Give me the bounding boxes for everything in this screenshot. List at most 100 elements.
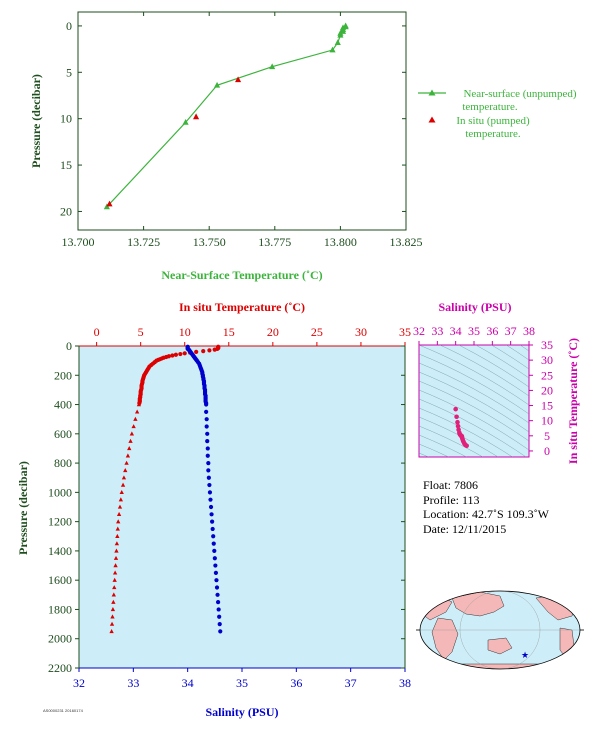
legend-label-in-situ-line1: In situ (pumped): [456, 115, 530, 127]
pressure-tick-label: 1000: [48, 485, 72, 499]
ts-contour: [419, 390, 529, 450]
ts-y-tick-label: 5: [544, 429, 550, 443]
salinity-point: [218, 629, 223, 634]
temperature-point: [115, 526, 120, 531]
salinity-point: [204, 409, 209, 414]
profile-date: Date: 12/11/2015: [423, 521, 507, 536]
temperature-point: [136, 402, 142, 407]
pressure-tick-label: 400: [54, 398, 72, 412]
temperature-point: [182, 351, 187, 356]
ts-point: [455, 419, 460, 425]
land-africa: [431, 617, 459, 661]
near-surface-y-tick-label: 0: [66, 19, 72, 33]
near-surface-y-label: Pressure (decibar): [29, 74, 43, 168]
salinity-point: [213, 563, 218, 568]
pressure-tick-label: 2200: [48, 661, 72, 675]
temperature-tick-label: 30: [355, 325, 367, 339]
ts-y-tick-label: 30: [541, 353, 553, 367]
salinity-tick-label: 33: [127, 676, 139, 690]
near-surface-point: [214, 81, 221, 88]
temperature-point: [112, 585, 117, 590]
legend-label-in-situ-line2: temperature.: [465, 128, 521, 140]
near-surface-x-label: Near-Surface Temperature (˚C): [161, 268, 322, 282]
temperature-point: [207, 348, 212, 353]
pressure-axis-ticks: 0 200 400 600 800 1000 1200 1400 1600 1800 2000 220…: [48, 339, 405, 675]
in-situ-point: [106, 200, 113, 207]
salinity-point: [205, 453, 210, 458]
temperature-point: [112, 577, 117, 582]
ts-temperature-axis-label: In situ Temperature (˚C): [566, 338, 580, 464]
salinity-tick-label: 32: [73, 676, 85, 690]
temperature-point: [113, 563, 118, 568]
legend-label-near-surface-line2: temperature.: [462, 101, 518, 113]
near-surface-point: [182, 118, 189, 125]
salinity-point: [206, 460, 211, 466]
ts-density-contours: [419, 291, 529, 531]
temperature-point: [123, 468, 128, 473]
in-situ-point: [193, 113, 200, 120]
salinity-point: [205, 431, 210, 436]
ts-x-tick-label: 35: [468, 324, 480, 338]
salinity-point: [217, 621, 222, 627]
temperature-point: [178, 351, 183, 357]
temperature-point: [194, 349, 199, 354]
ts-x-tick-label: 34: [450, 324, 462, 338]
salinity-point: [204, 402, 209, 407]
temperature-point: [110, 607, 116, 612]
near-surface-x-tick-label: 13.750: [193, 235, 226, 249]
land-antarctica: [439, 663, 561, 669]
float-info: Float: 7806 Profile: 113 Location: 42.7˚…: [423, 478, 549, 536]
ts-contour: [419, 417, 529, 477]
legend-label-near-surface-line1: Near-surface (unpumped): [463, 88, 576, 100]
temperature-point: [131, 424, 136, 429]
salinity-point: [215, 592, 220, 597]
temperature-point: [111, 599, 116, 604]
ts-contour: [419, 381, 529, 441]
salinity-point: [214, 585, 220, 590]
near-surface-plot-frame: [77, 11, 407, 231]
temperature-point: [109, 621, 115, 626]
near-surface-y-tick-label: 10: [60, 112, 72, 126]
float-location: Location: 42.7˚S 109.3˚W: [423, 507, 549, 521]
temperature-tick-label: 20: [267, 325, 279, 339]
salinity-point: [210, 519, 215, 524]
near-surface-y-tick-label: 5: [66, 65, 72, 79]
near-surface-x-tick-label: 13.825: [390, 235, 423, 249]
temperature-point: [109, 629, 114, 634]
ts-y-tick-label: 25: [541, 368, 553, 382]
near-surface-panel: 13.700 13.725 13.750 13.775 13.800 13.825 051…: [29, 11, 577, 282]
ts-data-points: [453, 406, 469, 449]
in-situ-point: [235, 76, 242, 83]
ts-point: [454, 414, 459, 420]
near-surface-point: [342, 22, 349, 29]
temperature-point: [117, 504, 123, 509]
temperature-point: [134, 409, 140, 414]
near-surface-point: [337, 29, 344, 36]
salinity-point: [213, 570, 219, 575]
profile-panel: 0 5 10 15 20 25 30 35 32 33 34 35 36 37 38 0 200 400 600…: [16, 300, 411, 719]
ts-contour: [419, 318, 529, 378]
near-surface-point: [334, 39, 341, 45]
profile-pressure-axis-label: Pressure (decibar): [16, 461, 30, 555]
profile-temperature-axis-label: In situ Temperature (˚C): [179, 300, 305, 314]
salinity-point: [211, 534, 216, 539]
salinity-point: [217, 614, 222, 619]
ts-y-tick-label: 35: [541, 338, 553, 352]
salinity-point: [208, 497, 213, 502]
salinity-point: [206, 468, 211, 473]
ts-contour: [419, 354, 529, 414]
world-map-inset: ★: [416, 590, 584, 670]
near-surface-x-tick-label: 13.700: [62, 235, 95, 249]
near-surface-x-tick-label: 13.725: [127, 235, 160, 249]
ts-x-tick-label: 33: [431, 324, 443, 338]
ts-contour: [419, 345, 529, 405]
temperature-point: [116, 519, 121, 524]
temperature-point: [114, 541, 120, 546]
salinity-point: [210, 526, 215, 532]
temperature-profile-series: [109, 344, 221, 634]
salinity-point: [208, 504, 214, 510]
ts-x-tick-label: 38: [523, 324, 535, 338]
ts-contour: [419, 300, 529, 360]
temperature-point: [125, 453, 131, 458]
temperature-tick-label: 10: [179, 325, 191, 339]
